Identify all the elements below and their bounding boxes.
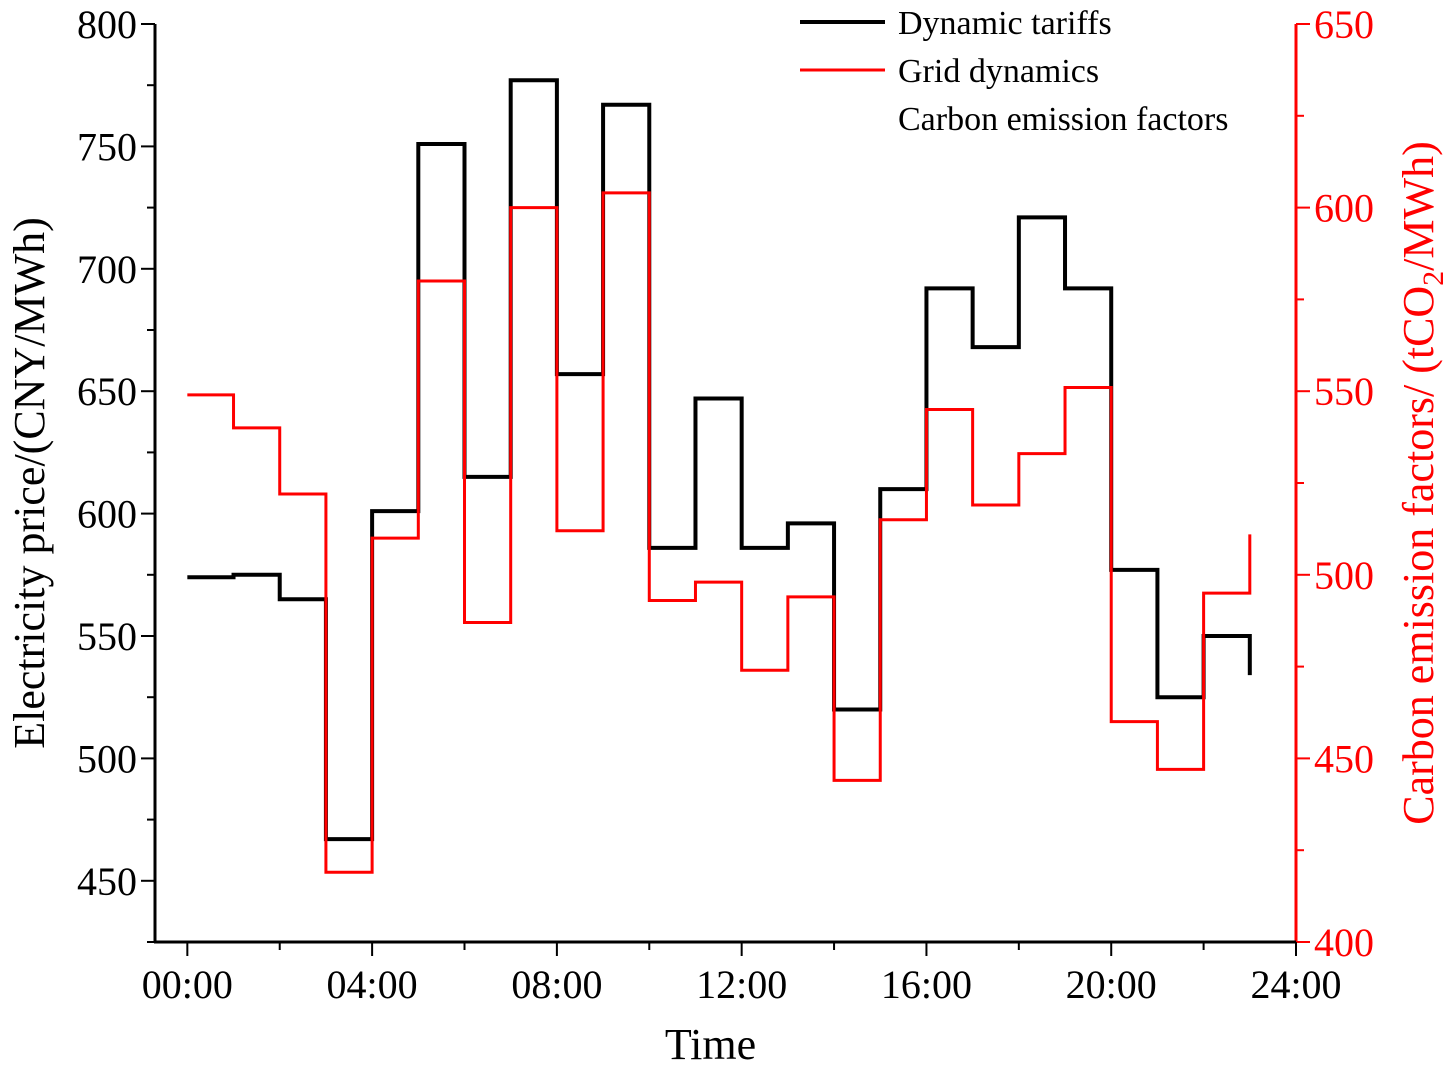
- legend-label-grid-dynamics: Grid dynamics: [898, 53, 1099, 90]
- left-tick-label: 650: [77, 369, 137, 414]
- left-tick-label: 800: [77, 2, 137, 47]
- x-tick-label: 16:00: [881, 962, 972, 1007]
- x-tick-label: 08:00: [511, 962, 602, 1007]
- right-tick-label: 550: [1314, 369, 1374, 414]
- legend-label-dynamic-tariffs: Dynamic tariffs: [898, 5, 1112, 42]
- left-tick-label: 700: [77, 247, 137, 292]
- left-tick-label: 500: [77, 736, 137, 781]
- left-axis-title: Electricity price/(CNY/MWh): [5, 217, 54, 748]
- x-axis-title: Time: [665, 1020, 756, 1069]
- right-axis-title: Carbon emission factors/ (tCO2/MWh): [1394, 141, 1450, 824]
- right-tick-label: 500: [1314, 553, 1374, 598]
- right-tick-label: 600: [1314, 186, 1374, 231]
- right-axis-title-subscript: 2: [1417, 271, 1450, 286]
- right-axis-title-end: /MWh): [1394, 141, 1443, 271]
- ticks-layer: 450 500 550 600 650 700 750 800 400 450 500 550 600 6…: [77, 2, 1374, 1007]
- right-axis-title-main: Carbon emission factors/ (tCO: [1394, 286, 1443, 825]
- x-tick-label: 00:00: [142, 962, 233, 1007]
- series-line-grid-dynamics: [187, 191, 1252, 874]
- series-line-dynamic-tariffs: [187, 78, 1252, 842]
- left-tick-label: 600: [77, 492, 137, 537]
- x-tick-label: 20:00: [1066, 962, 1157, 1007]
- right-tick-label: 650: [1314, 2, 1374, 47]
- right-tick-label: 400: [1314, 920, 1374, 965]
- legend-label-carbon-emission-factors: Carbon emission factors: [898, 101, 1229, 138]
- left-tick-label: 750: [77, 124, 137, 169]
- x-tick-label: 24:00: [1250, 962, 1341, 1007]
- left-tick-label: 450: [77, 859, 137, 904]
- x-tick-label: 12:00: [696, 962, 787, 1007]
- legend: Dynamic tariffs Grid dynamics Carbon emi…: [800, 5, 1229, 138]
- left-tick-label: 550: [77, 614, 137, 659]
- x-tick-label: 04:00: [327, 962, 418, 1007]
- right-tick-label: 450: [1314, 736, 1374, 781]
- series-layer: [187, 78, 1252, 874]
